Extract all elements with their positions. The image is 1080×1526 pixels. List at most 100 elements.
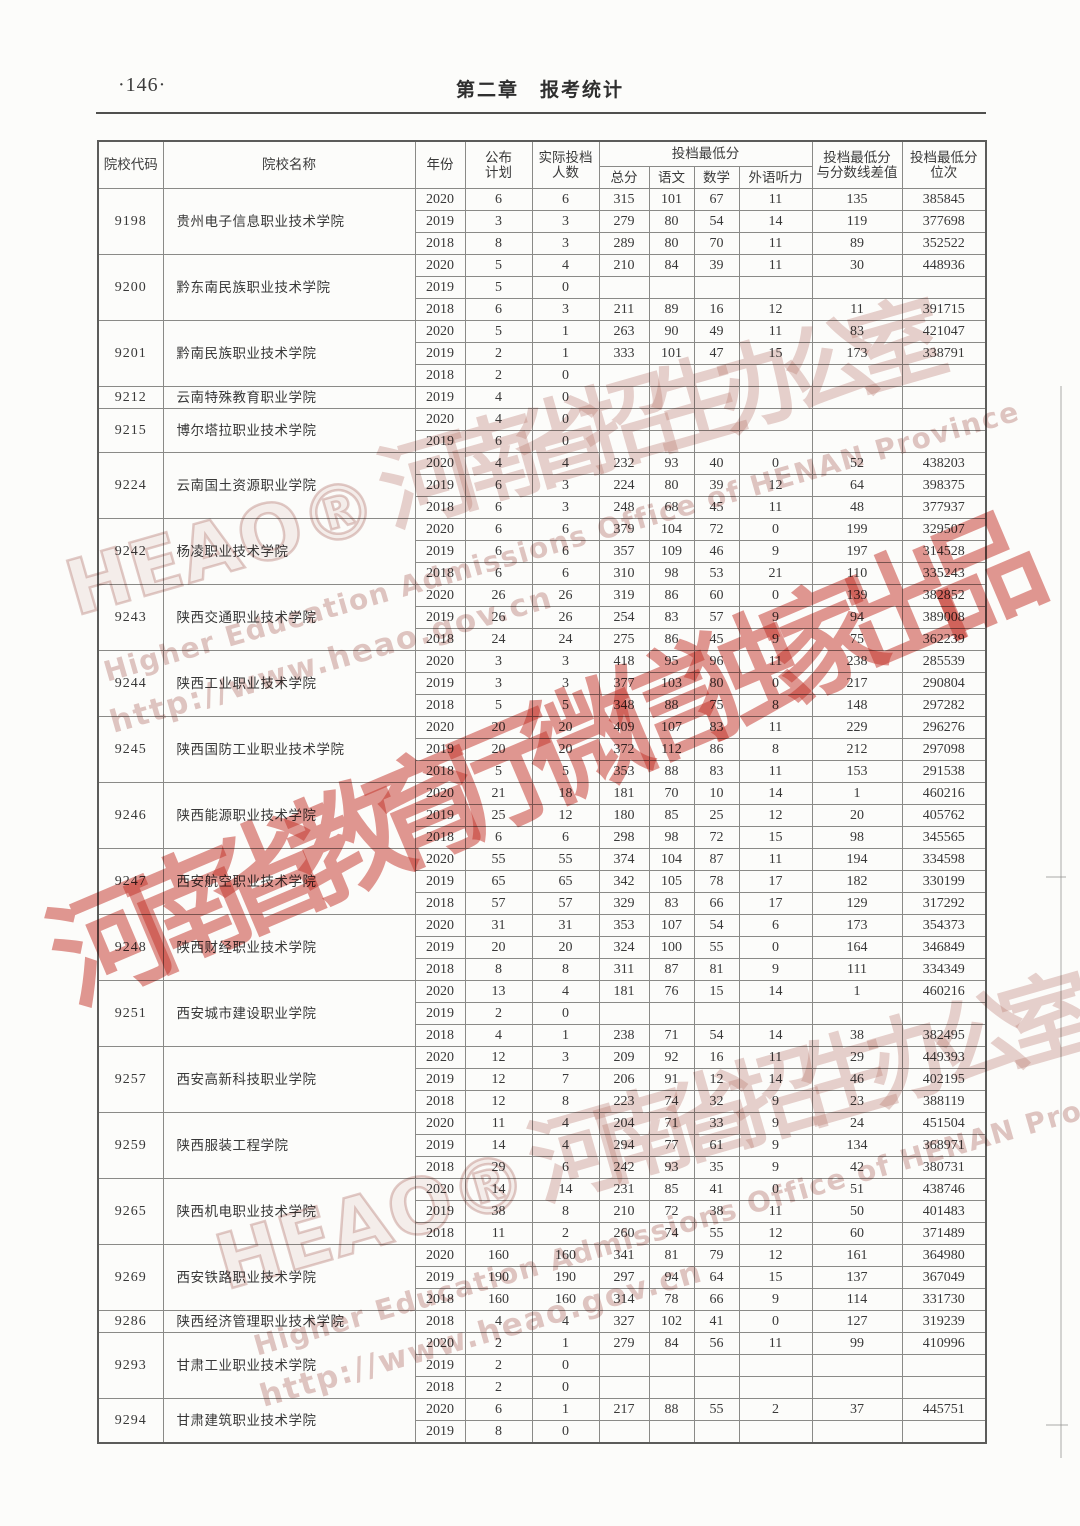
- plan-cell: 6: [464, 826, 533, 849]
- math-cell: 49: [693, 320, 740, 343]
- table-row: 2018 4 1 238 71 54 14 38 382495: [98, 1024, 987, 1047]
- diff-cell: 139: [811, 584, 903, 607]
- plan-cell: 11: [464, 1112, 533, 1135]
- column-header-total: 总分: [598, 166, 650, 189]
- listening-cell: [738, 1002, 813, 1025]
- total-cell: 377: [598, 672, 650, 695]
- plan-cell: 2: [464, 1354, 533, 1377]
- table-row: 2018 29 6 242 93 35 9 42 380731: [98, 1156, 987, 1179]
- plan-cell: 6: [464, 496, 533, 519]
- plan-cell: 25: [464, 804, 533, 827]
- actual-cell: 3: [531, 210, 600, 233]
- listening-cell: 8: [738, 738, 813, 761]
- year-cell: 2020: [414, 254, 466, 277]
- chinese-cell: 93: [648, 1156, 695, 1179]
- diff-cell: [811, 276, 903, 299]
- diff-cell: [811, 1376, 903, 1399]
- table-row: 2019 6 6 357 109 46 9 197 314528: [98, 540, 987, 563]
- page-edge-line: [1060, 386, 1062, 1458]
- table-row: 2018 12 8 223 74 32 9 23 388119: [98, 1090, 987, 1113]
- rank-cell: 335243: [901, 562, 987, 585]
- diff-cell: 24: [811, 1112, 903, 1135]
- table-row: 9243 陕西交通职业技术学院 2020 26 26 319 86 60 0 139 382852: [97, 584, 987, 651]
- table-row: 9198 贵州电子信息职业技术学院 2020 6 6 315 101 67 11 135 38584…: [97, 188, 987, 255]
- column-header-actual: 实际投档 人数: [531, 140, 600, 189]
- math-cell: [693, 364, 740, 387]
- chinese-cell: [648, 386, 695, 409]
- total-cell: 348: [598, 694, 650, 717]
- listening-cell: 9: [738, 540, 813, 563]
- total-cell: 333: [598, 342, 650, 365]
- college-code: 9247: [97, 848, 164, 915]
- table-row: 2018 2 0: [98, 364, 987, 387]
- plan-cell: 5: [464, 276, 533, 299]
- rank-cell: 334598: [901, 848, 987, 871]
- math-cell: 81: [693, 958, 740, 981]
- total-cell: [598, 1376, 650, 1399]
- column-header-diff: 投档最低分 与分数线差值: [811, 140, 903, 189]
- diff-cell: 75: [811, 628, 903, 651]
- math-cell: 55: [693, 1398, 740, 1421]
- math-cell: 39: [693, 254, 740, 277]
- plan-cell: 4: [464, 452, 533, 475]
- plan-cell: 55: [464, 848, 533, 871]
- math-cell: 54: [693, 210, 740, 233]
- math-cell: 46: [693, 540, 740, 563]
- math-cell: 86: [693, 738, 740, 761]
- diff-cell: 135: [811, 188, 903, 211]
- table-row: 9257 西安高新科技职业学院 2020 12 3 209 92 16 11 29 449393: [97, 1046, 987, 1113]
- diff-cell: 37: [811, 1398, 903, 1421]
- chinese-cell: 88: [648, 1398, 695, 1421]
- diff-cell: 29: [811, 1046, 903, 1069]
- actual-cell: 6: [531, 1156, 600, 1179]
- math-cell: [693, 1420, 740, 1444]
- table-row: 2019 26 26 254 83 57 9 94 389008: [98, 606, 987, 629]
- college-name: 陕西财经职业技术学院: [162, 914, 416, 981]
- total-cell: [598, 430, 650, 453]
- total-cell: 223: [598, 1090, 650, 1113]
- listening-cell: 2: [738, 1398, 813, 1421]
- listening-cell: [738, 386, 813, 409]
- table-row: 2018 2 0: [98, 1376, 987, 1399]
- rank-cell: 449393: [901, 1046, 987, 1069]
- actual-cell: 3: [531, 474, 600, 497]
- total-cell: 353: [598, 914, 650, 937]
- listening-cell: [738, 430, 813, 453]
- plan-cell: 65: [464, 870, 533, 893]
- year-cell: 2020: [414, 1112, 466, 1135]
- math-cell: 45: [693, 496, 740, 519]
- plan-cell: 4: [464, 386, 533, 409]
- actual-cell: 5: [531, 694, 600, 717]
- math-cell: 38: [693, 1200, 740, 1223]
- chinese-cell: 74: [648, 1222, 695, 1245]
- page-edge-tick: [1046, 1424, 1068, 1426]
- actual-cell: 0: [531, 1002, 600, 1025]
- college-code: 9294: [97, 1398, 164, 1444]
- plan-cell: 2: [464, 1002, 533, 1025]
- year-cell: 2020: [414, 584, 466, 607]
- plan-cell: 2: [464, 364, 533, 387]
- college-name: 西安高新科技职业学院: [162, 1046, 416, 1113]
- table-row: 9269 西安铁路职业技术学院 2020 160 160 341 81 79 12 161 3649…: [97, 1244, 987, 1311]
- listening-cell: 11: [738, 760, 813, 783]
- total-cell: 374: [598, 848, 650, 871]
- listening-cell: 6: [738, 914, 813, 937]
- plan-cell: 8: [464, 958, 533, 981]
- math-cell: [693, 1002, 740, 1025]
- rank-cell: 317292: [901, 892, 987, 915]
- table-row: 9201 黔南民族职业技术学院 2020 5 1 263 90 49 11 83 421047: [97, 320, 987, 387]
- diff-cell: 238: [811, 650, 903, 673]
- actual-cell: 6: [531, 562, 600, 585]
- table-row: 2019 6 0: [98, 430, 987, 453]
- chinese-cell: 92: [648, 1046, 695, 1069]
- plan-cell: 8: [464, 1420, 533, 1444]
- table-row: 9224 云南国土资源职业学院 2020 4 4 232 93 40 0 52 438203: [97, 452, 987, 519]
- listening-cell: 17: [738, 870, 813, 893]
- plan-cell: 6: [464, 430, 533, 453]
- plan-cell: 6: [464, 474, 533, 497]
- actual-cell: 55: [531, 848, 600, 871]
- chinese-cell: [648, 1354, 695, 1377]
- total-cell: 294: [598, 1134, 650, 1157]
- table-row: 2019 2 0: [98, 1002, 987, 1025]
- math-cell: 25: [693, 804, 740, 827]
